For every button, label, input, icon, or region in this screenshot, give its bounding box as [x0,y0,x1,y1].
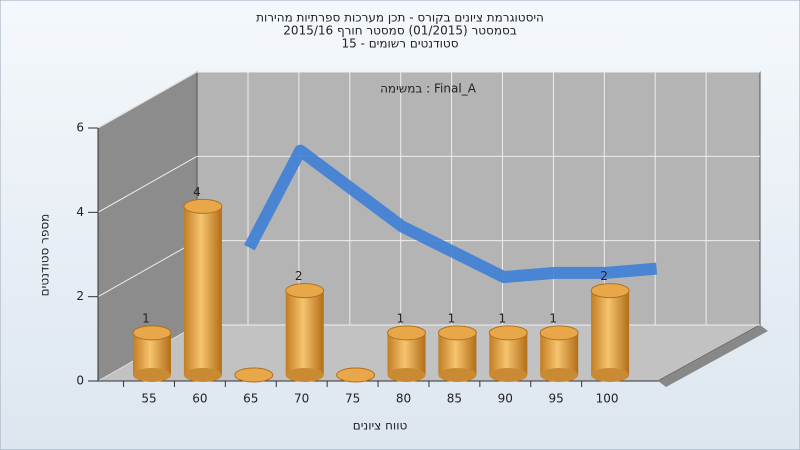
bar-top [285,283,325,299]
bar-bottom [489,368,528,382]
bar-top [387,325,426,341]
annotation: במשימה : Final_A [380,82,477,96]
bar-top [437,325,477,341]
bar-body [183,206,222,375]
bar [132,325,172,382]
bar-bottom [540,368,579,382]
title-line: היסטוגרמת ציונים בקורס - תכן מערכות ספרת… [256,11,544,25]
bar-top [488,325,528,341]
x-tick-label: 65 [243,392,258,406]
x-tick-label: 75 [345,392,360,406]
bar-top [336,367,376,383]
value-label: 4 [193,185,201,199]
bar [285,283,325,382]
bar [183,198,223,382]
x-tick-label: 60 [192,392,207,406]
title-line: 15 - סטודנטים רשומים [341,37,458,51]
marks: 1 4 2 1 1 1 1 2 [132,144,658,383]
bar-top [183,198,223,214]
x-tick-label: 70 [294,392,309,406]
bar [590,283,630,382]
y-tick-label: 4 [76,205,84,219]
grid-line [97,71,198,129]
curve-group [244,144,658,284]
bar-body [285,290,324,375]
y-tick-label: 2 [76,289,84,303]
bar-bottom [133,368,171,382]
value-label: 1 [448,311,456,325]
bar-top [539,325,579,341]
bar-top [132,325,172,341]
bar-bottom [387,368,426,382]
grid [88,71,760,387]
curve [244,144,658,284]
floor-edge [658,325,768,387]
x-axis-label: טווח ציונים [353,419,408,433]
x-tick-label: 85 [447,392,462,406]
x-tick-label: 90 [498,392,513,406]
x-tick-label: 55 [141,392,156,406]
x-tick-label: 95 [549,392,564,406]
bar [488,325,528,382]
bar [234,367,274,383]
value-label: 1 [142,311,150,325]
x-tick-label: 80 [396,392,411,406]
x-tick-label: 100 [596,392,619,406]
bar-top [590,283,630,299]
bar-bottom [438,368,477,382]
title-line: בסמסטר (01/2015) סמסטר חורף 2015/16 [283,24,516,38]
grid-line [97,155,198,213]
bar [387,325,426,382]
y-tick-label: 6 [76,121,84,135]
y-tick-label: 0 [76,374,84,388]
bar [437,325,477,382]
bar-top [234,367,274,383]
value-label: 2 [295,269,303,283]
value-label: 1 [498,311,506,325]
value-label: 1 [549,311,557,325]
value-label: 1 [397,311,405,325]
value-label: 2 [600,269,608,283]
grid-line [97,240,198,298]
bar-body [591,290,630,375]
y-axis-label: מספר סטודנטים [38,214,52,297]
bar [336,367,376,383]
bar [539,325,579,382]
bar-bottom [285,368,324,382]
bar-bottom [591,368,630,382]
bar-bottom [183,368,222,382]
